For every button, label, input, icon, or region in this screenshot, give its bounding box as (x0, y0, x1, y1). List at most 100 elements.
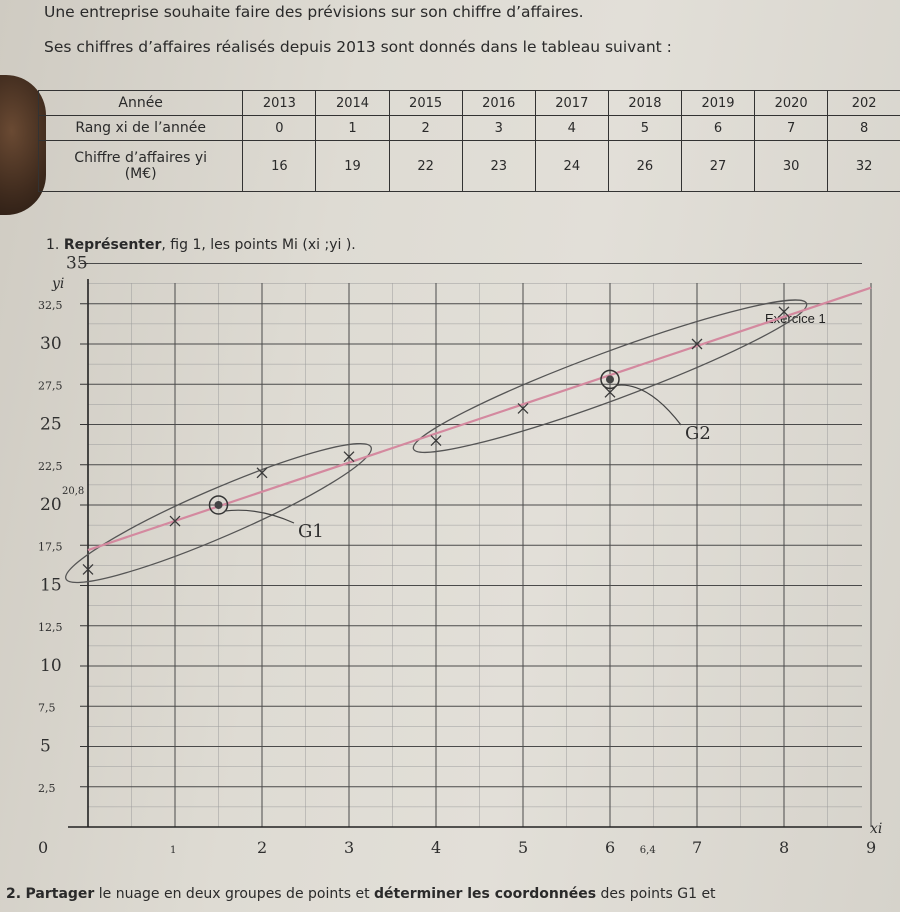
data-point (430, 435, 442, 447)
revenue-cell: 19 (315, 140, 390, 192)
x-tick-label: 4 (431, 838, 441, 857)
year-cell: 2019 (680, 90, 756, 116)
question-2-number: 2. (6, 886, 22, 902)
y-tick-label: 20 (40, 495, 62, 515)
y-tick-label: 2,5 (38, 782, 56, 795)
revenue-cell: 32 (827, 140, 900, 192)
y-tick-label: 25 (40, 415, 62, 435)
y-tick-label: 7,5 (38, 701, 56, 714)
data-point (82, 563, 94, 575)
table-row-year: Année 2013 2014 2015 2016 2017 2018 2019… (37, 90, 900, 116)
question-2-verb: Partager (25, 886, 95, 902)
data-point (778, 306, 790, 318)
y-tick-label: 22,5 (38, 460, 63, 473)
x-tick-label: 1 (170, 845, 176, 856)
data-point (343, 451, 355, 463)
data-point (604, 386, 616, 398)
row-label-rank: Rang xi de l’année (37, 115, 244, 141)
y-tick-label: 5 (40, 737, 51, 757)
rank-cell: 8 (827, 115, 900, 141)
data-point (256, 467, 268, 479)
x-tick-label: 5 (518, 838, 528, 857)
rank-cell: 0 (242, 115, 317, 141)
y-tick-label: 15 (40, 576, 62, 596)
revenue-cell: 22 (388, 140, 463, 192)
rank-cell: 1 (315, 115, 390, 141)
x-tick-label: 2 (257, 838, 267, 857)
revenue-table: Année 2013 2014 2015 2016 2017 2018 2019… (37, 90, 900, 192)
question-2: 2. Partager le nuage en deux groupes de … (6, 886, 716, 902)
g2-circle (600, 369, 620, 390)
rank-cell: 5 (607, 115, 682, 141)
rank-cell: 6 (680, 115, 756, 141)
question-1-verb: Représenter (63, 237, 162, 253)
revenue-cell: 30 (754, 140, 829, 192)
y-tick-label: 32,5 (38, 299, 63, 312)
year-cell: 2014 (315, 90, 390, 116)
question-1-text: , fig 1, les points Mi (xi ;yi ). (161, 237, 356, 253)
x-axis-label: xi (870, 821, 882, 837)
x-tick-label: 6,4 (640, 845, 656, 856)
intro-line-2: Ses chiffres d’affaires réalisés depuis … (44, 38, 672, 56)
year-cell: 2015 (388, 90, 463, 116)
year-cell: 2020 (754, 90, 829, 116)
x-tick-label: 6 (605, 838, 615, 857)
g1-circle (208, 495, 229, 515)
data-point (169, 515, 181, 527)
question-2-verb-2: déterminer les coordonnées (374, 886, 597, 902)
rank-cell: 4 (534, 115, 609, 141)
question-1-number: 1. (46, 237, 60, 253)
group-ellipses (65, 299, 808, 584)
revenue-cell: 26 (607, 140, 682, 192)
row-label-revenue: Chiffre d’affaires yi (M€) (37, 140, 244, 192)
tick-labels: 3532,53027,52522,52017,51512,5107,552,50… (38, 255, 876, 857)
year-cell: 2016 (461, 90, 536, 116)
annotations: G1 G2 (208, 369, 711, 542)
row-label-year: Année (37, 90, 244, 116)
y-tick-label: 27,5 (38, 379, 63, 392)
intro-line-1: Une entreprise souhaite faire des prévis… (44, 3, 584, 21)
year-cell: 2013 (242, 90, 317, 116)
g1-label: G1 (298, 521, 324, 542)
group-1-ellipse (65, 442, 372, 584)
question-2-text-b: des points G1 et (596, 886, 716, 902)
x-tick-label: 7 (692, 838, 702, 857)
rank-cell: 3 (461, 115, 536, 141)
revenue-cell: 23 (461, 140, 536, 192)
y-tick-label: 17,5 (38, 540, 63, 553)
data-point (517, 402, 529, 414)
x-tick-label: 0 (38, 838, 48, 857)
rank-cell: 2 (388, 115, 463, 141)
revenue-cell: 24 (534, 140, 609, 192)
g1-arrow (224, 509, 295, 524)
x-tick-label: 3 (344, 838, 354, 857)
data-point (691, 338, 703, 350)
question-1: 1. Représenter, fig 1, les points Mi (xi… (46, 237, 356, 253)
g2-arrow (615, 384, 682, 426)
row-label-revenue-line1: Chiffre d’affaires yi (74, 150, 208, 166)
table-row-rank: Rang xi de l’année 0 1 2 3 4 5 6 7 8 (37, 115, 900, 141)
revenue-cell: 16 (242, 140, 317, 192)
year-cell: 2018 (607, 90, 682, 116)
data-points (82, 306, 790, 575)
question-2-text-a: le nuage en deux groupes de points et (94, 886, 375, 902)
y-axis-label: yi (51, 276, 64, 292)
y-tick-label: 12,5 (38, 621, 63, 634)
g1-point (214, 501, 223, 509)
x-tick-label: 9 (866, 838, 876, 857)
y-tick-label: 10 (40, 656, 62, 676)
table-row-revenue: Chiffre d’affaires yi (M€) 16 19 22 23 2… (37, 140, 900, 192)
y-tick-label: 30 (40, 334, 62, 354)
year-cell: 202 (827, 90, 900, 116)
y-tick-label: 35 (66, 255, 88, 274)
revenue-cell: 27 (680, 140, 756, 192)
x-tick-label: 8 (779, 838, 789, 857)
group-2-ellipse (412, 299, 808, 453)
g2-point (606, 375, 614, 384)
g2-label: G2 (685, 423, 711, 444)
year-cell: 2017 (534, 90, 609, 116)
row-label-revenue-line2: (M€) (124, 166, 157, 182)
rank-cell: 7 (754, 115, 829, 141)
